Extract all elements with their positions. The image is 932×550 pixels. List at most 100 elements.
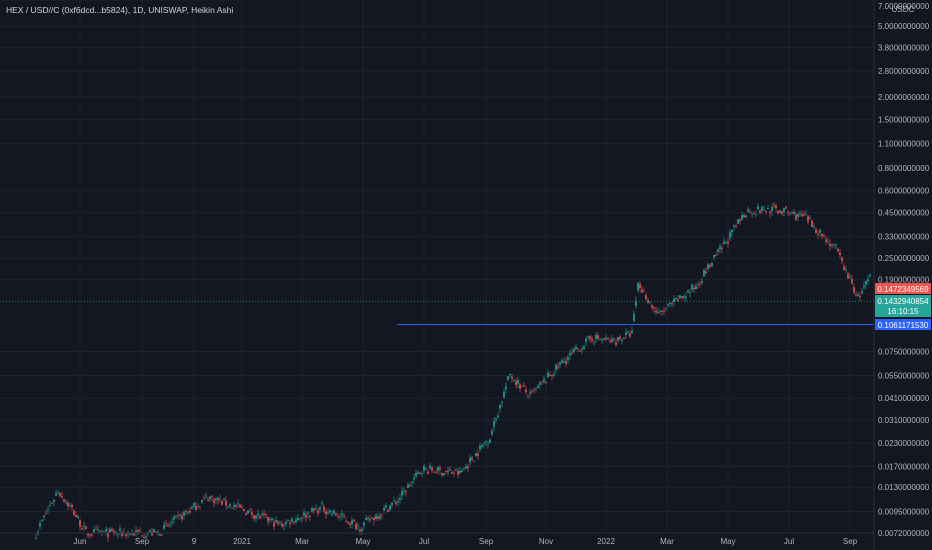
candle-body <box>177 514 179 516</box>
candle-body <box>451 472 453 474</box>
candle-body <box>809 217 811 219</box>
candle-body <box>595 334 597 339</box>
candle-body <box>147 533 149 535</box>
symbol-legend[interactable]: HEX / USD//C (0xf6dcd...b5824), 1D, UNIS… <box>6 5 234 15</box>
candle-body <box>559 362 561 365</box>
price-axis-panel[interactable] <box>874 0 932 550</box>
candle-body <box>835 245 837 246</box>
candle-body <box>381 514 383 515</box>
candle-body <box>477 453 479 456</box>
candle-body <box>223 498 225 501</box>
candle-body <box>531 390 533 392</box>
candle-body <box>359 529 361 532</box>
candle-body <box>97 529 99 531</box>
candle-body <box>263 513 265 515</box>
candle-body <box>235 505 237 507</box>
candle-body <box>661 310 663 312</box>
candle-body <box>297 517 299 520</box>
candle-body <box>801 214 803 217</box>
candle-body <box>681 296 683 298</box>
candle-body <box>275 519 277 523</box>
candle-body <box>589 336 591 339</box>
candle-body <box>517 379 519 384</box>
candle-body <box>143 536 145 538</box>
candle-body <box>555 364 557 370</box>
candle-body <box>825 239 827 242</box>
candle-body <box>467 466 469 469</box>
candle-body <box>731 229 733 232</box>
candle-body <box>603 338 605 340</box>
candle-body <box>171 521 173 523</box>
candle-body <box>781 211 783 214</box>
price-tick-label: 0.0750000000 <box>878 347 930 356</box>
candle-body <box>189 510 191 513</box>
candle-body <box>269 519 271 521</box>
price-tick-label: 0.0310000000 <box>878 416 930 425</box>
candle-body <box>141 535 143 537</box>
candle-body <box>497 415 499 418</box>
candle-body <box>53 499 55 502</box>
candle-body <box>487 443 489 445</box>
candle-body <box>863 285 865 288</box>
candle-body <box>573 349 575 352</box>
candle-body <box>729 232 731 239</box>
candle-body <box>217 498 219 501</box>
candle-body <box>737 219 739 224</box>
candle-body <box>631 330 633 334</box>
candle-body <box>427 471 429 474</box>
candle-body <box>569 352 571 356</box>
candle-body <box>449 469 451 471</box>
candle-body <box>725 242 727 244</box>
candle-body <box>583 346 585 350</box>
candle-body <box>373 517 375 520</box>
candle-body <box>593 342 595 343</box>
candle-body <box>413 477 415 480</box>
countdown-text: 16:10:15 <box>887 307 919 316</box>
candle-body <box>341 513 343 516</box>
candle-body <box>73 510 75 515</box>
candle-body <box>83 525 85 527</box>
candle-body <box>149 530 151 533</box>
price-axis-ticks: 7.0000000000 5.0000000000 3.8000000000 2.80… <box>878 2 930 538</box>
candle-body <box>307 512 309 514</box>
candle-body <box>431 467 433 471</box>
candle-body <box>701 281 703 284</box>
candle-body <box>415 472 417 477</box>
candle-body <box>717 249 719 252</box>
candle-body <box>617 337 619 341</box>
candle-body <box>93 529 95 534</box>
price-tick-label: 0.0095000000 <box>878 508 930 517</box>
candle-body <box>301 518 303 520</box>
time-tick-label: Sep <box>843 537 858 546</box>
candle-body <box>305 514 307 518</box>
candle-body <box>389 505 391 510</box>
candle-body <box>355 523 357 530</box>
candle-body <box>769 211 771 214</box>
price-tick-label: 0.0072000000 <box>878 529 930 538</box>
candle-body <box>723 241 725 244</box>
price-tick-label: 0.0550000000 <box>878 371 930 380</box>
candle-body <box>433 471 435 473</box>
candle-body <box>157 531 159 533</box>
candle-body <box>495 418 497 421</box>
price-tick-label: 5.0000000000 <box>878 22 930 31</box>
candle-body <box>215 498 217 500</box>
candle-body <box>859 295 861 298</box>
candle-body <box>521 385 523 387</box>
candle-body <box>405 491 407 493</box>
candle-body <box>419 473 421 474</box>
candle-body <box>795 214 797 220</box>
candle-body <box>643 290 645 292</box>
candle-body <box>489 439 491 444</box>
candle-body <box>481 445 483 448</box>
candle-body <box>71 504 73 508</box>
candle-body <box>257 513 259 516</box>
time-tick-label: 9 <box>192 537 197 546</box>
time-tick-label: Sep <box>479 537 494 546</box>
candle-body <box>557 366 559 368</box>
candle-body <box>153 529 155 533</box>
candle-body <box>183 512 185 516</box>
candle-body <box>395 502 397 504</box>
